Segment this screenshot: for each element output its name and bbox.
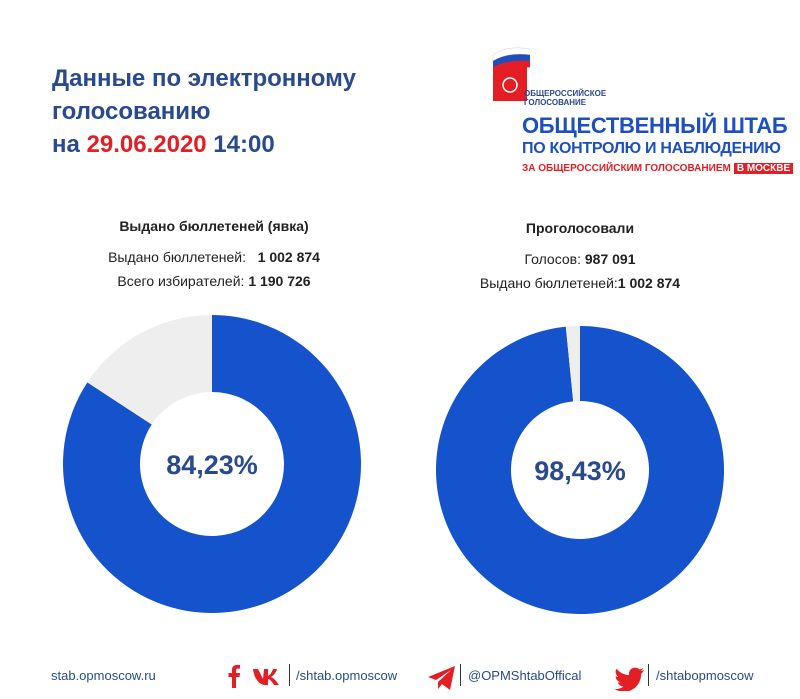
footer-separator	[648, 664, 649, 686]
footer-separator	[460, 664, 461, 686]
title-line-3: на 29.06.2020 14:00	[52, 128, 356, 161]
donut-center-label: 84,23%	[166, 450, 258, 480]
logo-mid-text: ПО КОНТРОЛЮ И НАБЛЮДЕНИЮ	[522, 140, 781, 157]
turnout-heading: Выдано бюллетеней (явка)	[119, 218, 309, 234]
logo-red-box: В МОСКВЕ	[733, 163, 794, 174]
donut-center-label: 98,43%	[534, 456, 626, 486]
turnout-total-row: Всего избирателей: 1 190 726	[55, 269, 373, 293]
votes-count-value: 987 091	[584, 251, 636, 267]
facebook-icon[interactable]	[227, 664, 241, 688]
votes-count-row: Голосов: 987 091	[430, 247, 730, 271]
turnout-total-value: 1 190 726	[248, 273, 311, 289]
title-line-2: голосованию	[52, 98, 211, 125]
title-prefix: на	[52, 131, 87, 158]
votes-stats: Проголосовали Голосов: 987 091 Выдано бю…	[430, 220, 730, 295]
vk-handle[interactable]: /shtab.opmoscow	[296, 668, 398, 683]
site-link[interactable]: stab.opmoscow.ru	[51, 668, 156, 683]
title-line-1: Данные по электронному	[52, 65, 356, 92]
page-title: Данные по электронному голосованию на 29…	[52, 62, 356, 161]
turnout-total-label: Всего избирателей:	[117, 273, 245, 289]
turnout-issued-label: Выдано бюллетеней:	[108, 249, 246, 265]
logo-red-text: ЗА ОБЩЕРОССИЙСКИМ ГОЛОСОВАНИЕМ В МОСКВЕ	[522, 163, 794, 174]
vk-icon[interactable]	[252, 668, 284, 686]
donut-slice-rest	[565, 326, 580, 402]
logo-small-line-2: ГОЛОСОВАНИЕ	[524, 98, 587, 107]
donut-slice-rest	[87, 315, 212, 425]
votes-heading: Проголосовали	[525, 220, 635, 236]
twitter-icon[interactable]	[615, 667, 645, 691]
turnout-issued-value: 1 002 874	[257, 249, 320, 265]
votes-issued-label: Выдано бюллетеней:	[479, 275, 618, 291]
donut-slice-main	[63, 315, 361, 613]
donut-slice-main	[436, 326, 725, 614]
telegram-handle[interactable]: @OPMShtabOffical	[468, 668, 582, 683]
votes-issued-value: 1 002 874	[617, 275, 681, 291]
logo-red-line: ЗА ОБЩЕРОССИЙСКИМ ГОЛОСОВАНИЕМ	[522, 163, 731, 174]
votes-count-label: Голосов:	[524, 251, 581, 267]
logo: ОБЩЕРОССИЙСКОЕ ГОЛОСОВАНИЕ ОБЩЕСТВЕННЫЙ …	[490, 45, 794, 185]
logo-big-text: ОБЩЕСТВЕННЫЙ ШТАБ	[522, 113, 788, 138]
title-time: 14:00	[206, 131, 275, 158]
title-date: 29.06.2020	[86, 131, 207, 158]
telegram-icon[interactable]	[427, 665, 457, 691]
logo-small-line-1: ОБЩЕРОССИЙСКОЕ	[524, 89, 607, 98]
turnout-issued-row: Выдано бюллетеней: 1 002 874	[55, 245, 373, 269]
footer-separator	[289, 664, 290, 686]
turnout-stats: Выдано бюллетеней (явка) Выдано бюллетен…	[55, 218, 373, 293]
flag-box-icon	[492, 47, 530, 101]
votes-issued-row: Выдано бюллетеней:1 002 874	[430, 271, 730, 295]
logo-small-text: ОБЩЕРОССИЙСКОЕ ГОЛОСОВАНИЕ	[524, 89, 606, 107]
twitter-handle[interactable]: /shtabopmoscow	[656, 668, 754, 683]
